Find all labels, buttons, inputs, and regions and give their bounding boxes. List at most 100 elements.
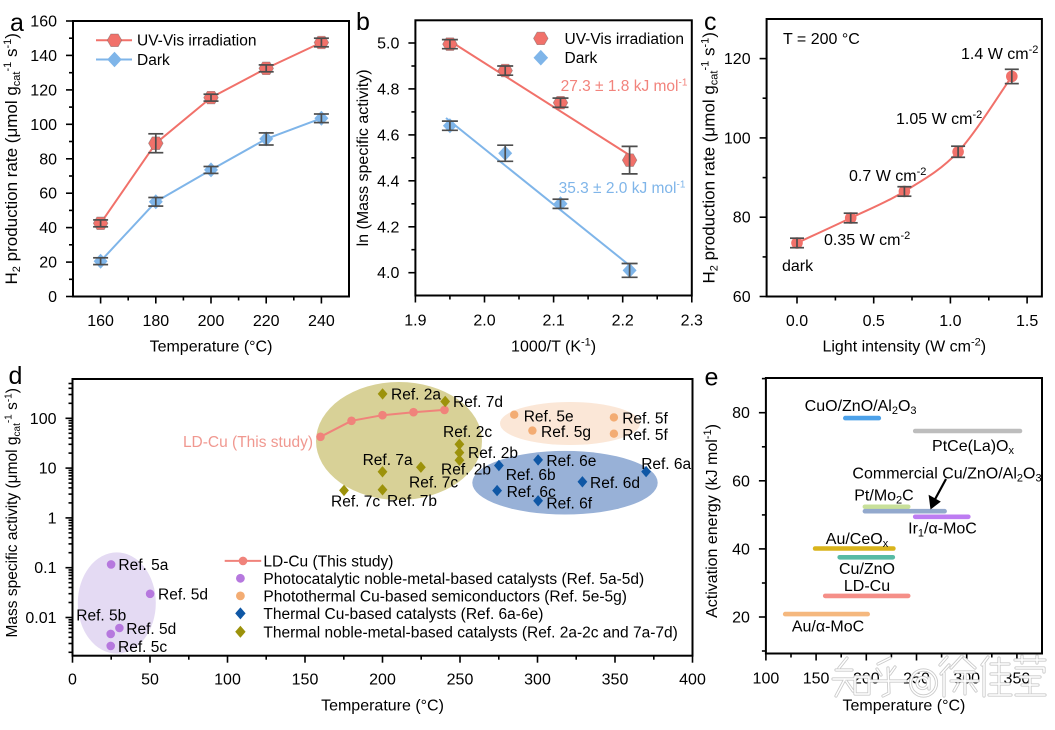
svg-text:Light intensity (W cm-2): Light intensity (W cm-2)	[822, 337, 986, 356]
svg-text:1.5: 1.5	[1016, 313, 1038, 330]
svg-text:300: 300	[524, 672, 551, 689]
svg-text:60: 60	[733, 289, 751, 306]
svg-text:Thermal Cu-based catalysts (Re: Thermal Cu-based catalysts (Ref. 6a-6e)	[263, 606, 543, 623]
svg-text:4.6: 4.6	[377, 127, 399, 144]
svg-text:300: 300	[953, 671, 980, 688]
svg-text:Temperature (°C): Temperature (°C)	[150, 339, 273, 356]
svg-text:Ref. 2a: Ref. 2a	[391, 387, 441, 404]
svg-text:1.9: 1.9	[404, 313, 426, 330]
svg-text:Ref. 6f: Ref. 6f	[546, 496, 592, 513]
svg-text:4.4: 4.4	[377, 173, 399, 190]
svg-text:80: 80	[732, 405, 750, 422]
svg-text:Ref. 5f: Ref. 5f	[622, 411, 668, 428]
svg-text:Ref. 5e: Ref. 5e	[524, 409, 574, 426]
svg-text:Ref. 7b: Ref. 7b	[387, 493, 437, 510]
svg-text:Ref. 5d: Ref. 5d	[126, 621, 176, 638]
svg-text:4.8: 4.8	[377, 81, 399, 98]
svg-text:160: 160	[87, 313, 114, 330]
svg-text:60: 60	[732, 473, 750, 490]
svg-text:Au/CeOx: Au/CeOx	[826, 531, 889, 550]
svg-text:Pt/Mo2C: Pt/Mo2C	[854, 488, 913, 507]
svg-text:80: 80	[39, 151, 57, 168]
svg-text:4.0: 4.0	[377, 265, 399, 282]
svg-text:220: 220	[253, 313, 280, 330]
svg-text:2.2: 2.2	[612, 313, 634, 330]
svg-text:50: 50	[141, 672, 159, 689]
svg-text:1: 1	[48, 510, 57, 527]
svg-text:0.1: 0.1	[34, 560, 56, 577]
svg-text:Ref. 6b: Ref. 6b	[506, 467, 556, 484]
svg-text:CuO/ZnO/Al2O3: CuO/ZnO/Al2O3	[805, 398, 917, 417]
svg-text:160: 160	[30, 14, 57, 31]
svg-text:Mass specific activity (μmol g: Mass specific activity (μmol gcat-1 s-1)	[3, 388, 22, 637]
svg-text:150: 150	[803, 671, 830, 688]
svg-text:UV-Vis irradiation: UV-Vis irradiation	[565, 31, 684, 48]
svg-text:PtCe(La)Ox: PtCe(La)Ox	[932, 438, 1014, 457]
svg-text:H2 production rate (μmol gcat-: H2 production rate (μmol gcat-1 s-1)	[699, 32, 720, 283]
svg-text:Photothermal Cu-based semicond: Photothermal Cu-based semiconductors (Re…	[263, 588, 627, 605]
svg-text:Ref. 6e: Ref. 6e	[546, 453, 596, 470]
svg-text:Ref. 7d: Ref. 7d	[453, 394, 503, 411]
svg-text:Ref. 6a: Ref. 6a	[641, 456, 691, 473]
svg-text:0.35 W cm-2: 0.35 W cm-2	[824, 230, 910, 249]
svg-text:Ref. 7c: Ref. 7c	[409, 475, 458, 492]
svg-text:a: a	[10, 9, 24, 37]
svg-text:Ref. 5d: Ref. 5d	[158, 587, 208, 604]
svg-text:27.3 ± 1.8 kJ mol-1: 27.3 ± 1.8 kJ mol-1	[561, 77, 688, 95]
svg-text:Ref. 7c: Ref. 7c	[331, 494, 380, 511]
svg-text:dark: dark	[782, 258, 814, 275]
svg-text:LD-Cu (This study): LD-Cu (This study)	[183, 434, 313, 451]
svg-text:100: 100	[214, 672, 241, 689]
svg-text:c: c	[704, 8, 717, 36]
svg-text:100: 100	[753, 671, 780, 688]
svg-text:10: 10	[39, 461, 57, 478]
svg-text:35.3 ± 2.0 kJ mol-1: 35.3 ± 2.0 kJ mol-1	[559, 179, 686, 197]
svg-text:0: 0	[68, 672, 77, 689]
svg-text:b: b	[356, 8, 370, 36]
svg-text:Ref. 5g: Ref. 5g	[541, 424, 591, 441]
svg-text:120: 120	[30, 82, 57, 99]
svg-text:Ref. 7a: Ref. 7a	[363, 452, 413, 469]
svg-text:Commercial Cu/ZnO/Al2O3: Commercial Cu/ZnO/Al2O3	[852, 466, 1041, 485]
svg-text:40: 40	[732, 541, 750, 558]
svg-text:180: 180	[142, 313, 169, 330]
svg-text:200: 200	[198, 313, 225, 330]
svg-text:0.01: 0.01	[25, 610, 56, 627]
svg-text:60: 60	[39, 186, 57, 203]
svg-text:Ref. 5b: Ref. 5b	[76, 608, 126, 625]
svg-text:Photocatalytic noble-metal-bas: Photocatalytic noble-metal-based catalys…	[263, 571, 644, 588]
svg-text:Ref. 2b: Ref. 2b	[441, 462, 491, 479]
svg-text:Ref. 2c: Ref. 2c	[443, 424, 492, 441]
svg-text:H2 production rate (μmol gcat-: H2 production rate (μmol gcat-1 s-1)	[2, 33, 23, 284]
svg-text:Dark: Dark	[565, 50, 598, 67]
svg-text:T = 200 °C: T = 200 °C	[783, 31, 860, 48]
svg-text:80: 80	[733, 210, 751, 227]
svg-text:100: 100	[30, 411, 57, 428]
svg-text:0: 0	[48, 289, 57, 306]
svg-text:Dark: Dark	[137, 52, 170, 69]
svg-text:1.0: 1.0	[939, 313, 961, 330]
svg-text:0.5: 0.5	[863, 313, 885, 330]
svg-text:Ref. 2b: Ref. 2b	[468, 445, 518, 462]
svg-text:5.0: 5.0	[377, 36, 399, 53]
svg-text:0.0: 0.0	[786, 313, 808, 330]
svg-text:1.05 W cm-2: 1.05 W cm-2	[896, 109, 982, 128]
svg-text:4.2: 4.2	[377, 219, 399, 236]
svg-text:d: d	[9, 362, 23, 390]
svg-text:ln (Mass specific activity): ln (Mass specific activity)	[355, 69, 372, 246]
svg-text:Ref. 6c: Ref. 6c	[507, 484, 556, 501]
svg-text:UV-Vis irradiation: UV-Vis irradiation	[137, 33, 256, 50]
svg-text:Au/α-MoC: Au/α-MoC	[792, 619, 864, 636]
svg-text:200: 200	[853, 671, 880, 688]
svg-text:250: 250	[447, 672, 474, 689]
svg-text:LD-Cu: LD-Cu	[844, 578, 890, 595]
svg-text:20: 20	[39, 255, 57, 272]
svg-text:Ref. 5a: Ref. 5a	[118, 557, 168, 574]
svg-text:200: 200	[369, 672, 396, 689]
svg-text:2.1: 2.1	[542, 313, 564, 330]
svg-text:Ref. 6d: Ref. 6d	[590, 475, 640, 492]
svg-text:Cu/ZnO: Cu/ZnO	[839, 561, 895, 578]
svg-text:Ir1/α-MoC: Ir1/α-MoC	[908, 521, 977, 540]
svg-text:120: 120	[724, 51, 751, 68]
svg-text:400: 400	[679, 672, 706, 689]
